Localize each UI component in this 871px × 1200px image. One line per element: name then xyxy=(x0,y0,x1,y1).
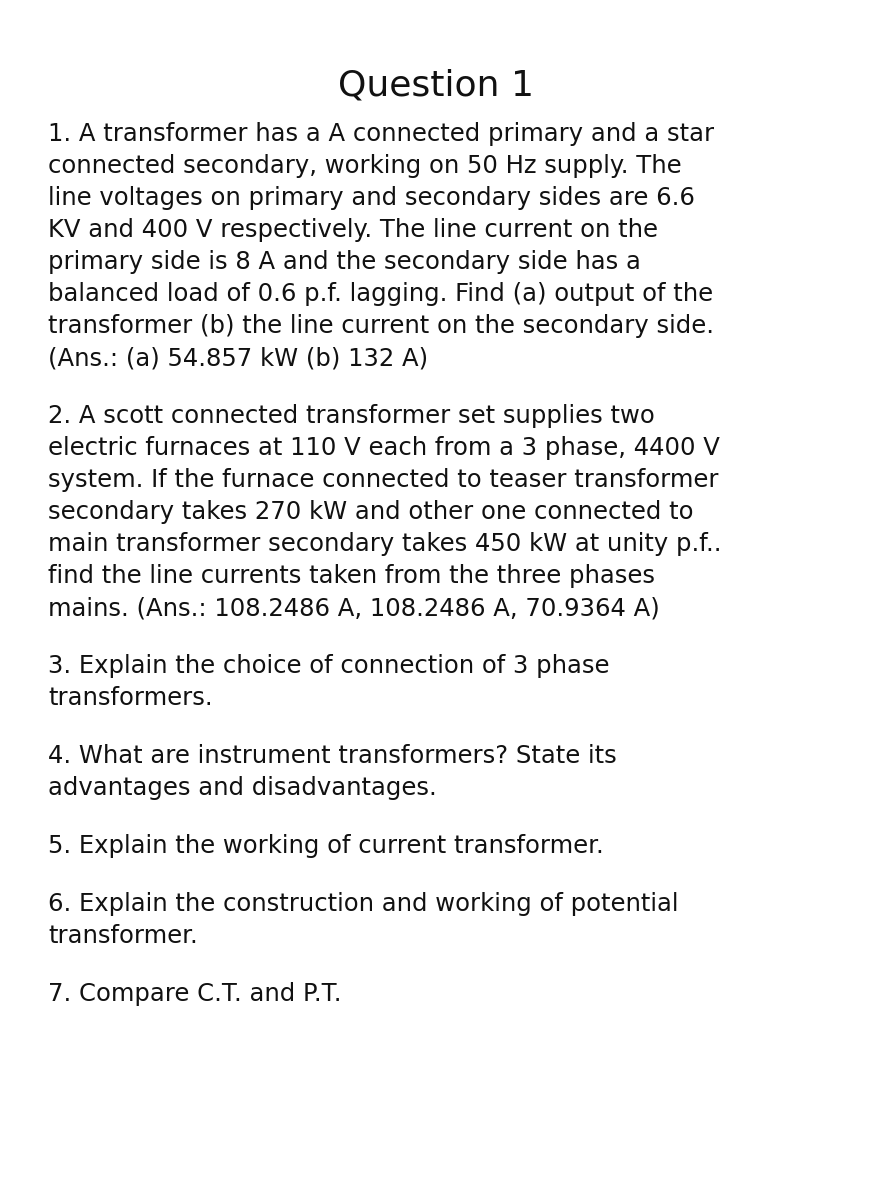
Text: mains. (Ans.: 108.2486 A, 108.2486 A, 70.9364 A): mains. (Ans.: 108.2486 A, 108.2486 A, 70… xyxy=(48,596,659,620)
Text: 7. Compare C.T. and P.T.: 7. Compare C.T. and P.T. xyxy=(48,983,341,1007)
Text: balanced load of 0.6 p.f. lagging. Find (a) output of the: balanced load of 0.6 p.f. lagging. Find … xyxy=(48,282,713,306)
Text: line voltages on primary and secondary sides are 6.6: line voltages on primary and secondary s… xyxy=(48,186,695,210)
Text: main transformer secondary takes 450 kW at unity p.f..: main transformer secondary takes 450 kW … xyxy=(48,533,721,557)
Text: system. If the furnace connected to teaser transformer: system. If the furnace connected to teas… xyxy=(48,468,719,492)
Text: Question 1: Question 1 xyxy=(337,68,534,102)
Text: 3. Explain the choice of connection of 3 phase: 3. Explain the choice of connection of 3… xyxy=(48,654,610,678)
Text: primary side is 8 A and the secondary side has a: primary side is 8 A and the secondary si… xyxy=(48,251,641,275)
Text: 4. What are instrument transformers? State its: 4. What are instrument transformers? Sta… xyxy=(48,744,617,768)
Text: 1. A transformer has a A connected primary and a star: 1. A transformer has a A connected prima… xyxy=(48,122,714,146)
Text: advantages and disadvantages.: advantages and disadvantages. xyxy=(48,776,436,800)
Text: 6. Explain the construction and working of potential: 6. Explain the construction and working … xyxy=(48,893,679,917)
Text: KV and 400 V respectively. The line current on the: KV and 400 V respectively. The line curr… xyxy=(48,218,658,242)
Text: connected secondary, working on 50 Hz supply. The: connected secondary, working on 50 Hz su… xyxy=(48,155,682,179)
Text: transformer.: transformer. xyxy=(48,924,198,948)
Text: 2. A scott connected transformer set supplies two: 2. A scott connected transformer set sup… xyxy=(48,404,655,428)
Text: find the line currents taken from the three phases: find the line currents taken from the th… xyxy=(48,564,655,588)
Text: 5. Explain the working of current transformer.: 5. Explain the working of current transf… xyxy=(48,834,604,858)
Text: transformers.: transformers. xyxy=(48,686,213,710)
Text: (Ans.: (a) 54.857 kW (b) 132 A): (Ans.: (a) 54.857 kW (b) 132 A) xyxy=(48,347,429,371)
Text: electric furnaces at 110 V each from a 3 phase, 4400 V: electric furnaces at 110 V each from a 3… xyxy=(48,437,719,461)
Text: transformer (b) the line current on the secondary side.: transformer (b) the line current on the … xyxy=(48,314,714,338)
Text: secondary takes 270 kW and other one connected to: secondary takes 270 kW and other one con… xyxy=(48,500,693,524)
